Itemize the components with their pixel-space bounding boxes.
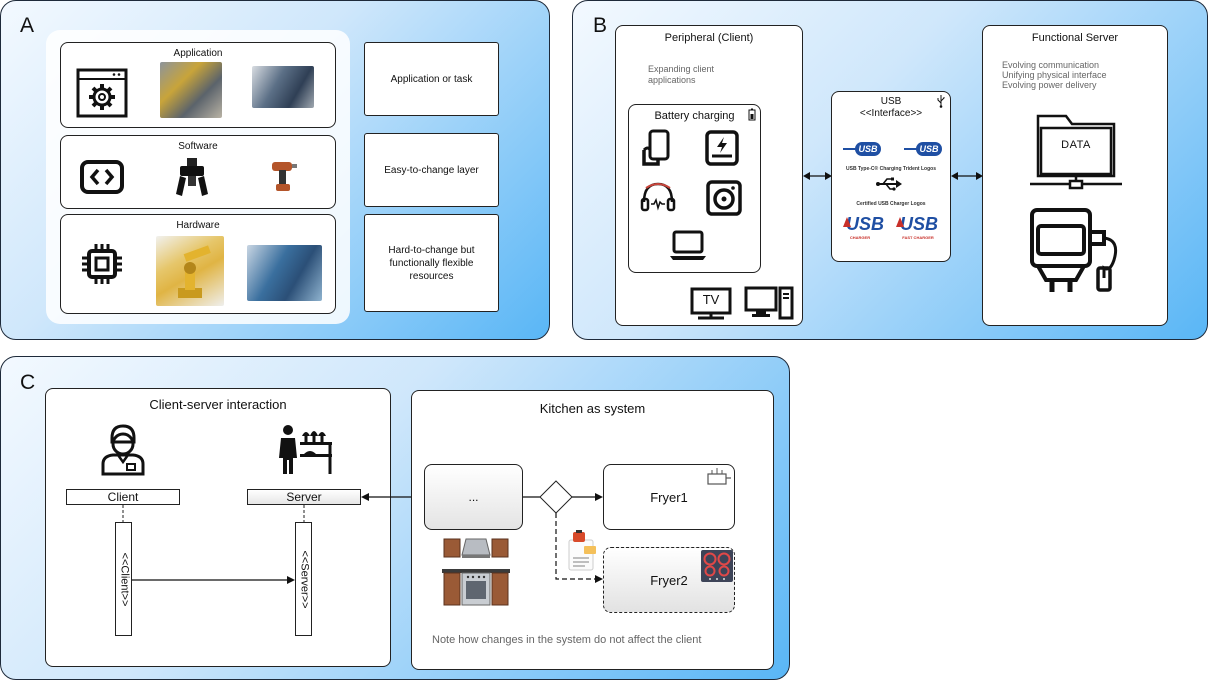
server-waiter-icon <box>279 425 332 474</box>
industrial-robot-photo <box>160 62 222 118</box>
usb-logo-right-text: USB <box>916 142 942 156</box>
usb-logo-right: USB <box>904 142 942 156</box>
speaker-icon <box>706 180 742 216</box>
kitchen-cabinet-icon <box>442 538 510 606</box>
battery-charging-title: Battery charging <box>654 110 735 122</box>
client-lifeline <box>115 522 132 636</box>
desktop-computer-icon <box>744 286 794 320</box>
robot-gripper-icon <box>176 158 208 196</box>
certified-fast-charger-logo: USB FAST CHARGER <box>896 213 940 243</box>
server-note-3: Evolving power delivery <box>1002 80 1097 90</box>
kitchen-process-box: ... <box>424 464 523 530</box>
recipe-card-icon <box>568 530 596 571</box>
fryer1-box: Fryer1 <box>603 464 735 530</box>
client-server-interaction-title: Client-server interaction <box>149 397 287 412</box>
battery-icon <box>748 108 756 121</box>
robot-arm-shape <box>178 245 211 298</box>
charger-caption: Certified USB Charger Logos <box>856 201 926 207</box>
usb-symbol-icon <box>937 95 945 108</box>
peripheral-client-title: Peripheral (Client) <box>664 32 754 44</box>
client-server-interaction-box <box>45 388 391 667</box>
hardware-desc-box: Hard-to-change but functionally flexible… <box>364 214 499 312</box>
application-desc-box: Application or task <box>364 42 499 116</box>
client-label-box: Client <box>66 489 180 505</box>
power-drill-icon <box>272 162 297 191</box>
usb-trident-icon <box>876 177 902 191</box>
decision-diamond <box>539 480 573 514</box>
chip-icon <box>82 244 122 284</box>
workers-photo <box>252 66 314 108</box>
charger-logo-tag: CHARGER <box>849 235 871 240</box>
charger-adapter-icon <box>1030 208 1118 292</box>
code-icon <box>80 160 124 194</box>
panel-b-letter: B <box>593 14 608 37</box>
usb-interface-title: USB <box>880 96 902 107</box>
application-layer-title: Application <box>173 48 223 59</box>
certified-charger-logo: USB CHARGER <box>843 213 885 243</box>
power-bank-icon <box>705 130 739 166</box>
headphones-icon <box>640 182 676 212</box>
software-layer-title: Software <box>178 141 218 152</box>
kitchen-system-box <box>411 390 774 670</box>
peripheral-client-note: Expanding client applications <box>648 64 715 85</box>
gear-window-icon <box>76 68 128 118</box>
phone-hand-icon <box>642 129 670 166</box>
panel-a-letter: A <box>20 14 35 37</box>
usb-server-arrow <box>951 172 983 180</box>
tv-icon <box>690 287 732 320</box>
fryer1-appliance-icon <box>707 468 731 485</box>
technicians-photo <box>247 245 322 301</box>
hardware-layer-title: Hardware <box>176 220 220 231</box>
panel-c-letter: C <box>20 371 36 394</box>
laptop-icon <box>670 230 706 260</box>
fast-charger-logo-text: USB <box>899 214 938 234</box>
trident-caption: USB Type-C® Charging Trident Logos <box>846 166 936 172</box>
tv-label: TV <box>702 292 720 307</box>
usb-logo-left: USB <box>843 142 881 156</box>
client-person-icon <box>101 424 145 476</box>
server-label-box: Server <box>247 489 361 505</box>
functional-server-title: Functional Server <box>1031 32 1119 44</box>
software-desc-box: Easy-to-change layer <box>364 133 499 207</box>
fast-charger-logo-tag: FAST CHARGER <box>902 235 934 240</box>
data-folder-icon <box>1030 114 1122 190</box>
server-lifeline <box>295 522 312 636</box>
induction-hob-icon <box>701 550 733 582</box>
kitchen-note: Note how changes in the system do not af… <box>432 634 702 646</box>
server-note-1: Evolving communication <box>1002 60 1100 70</box>
usb-logo-left-text: USB <box>855 142 881 156</box>
client-usb-arrow <box>803 172 832 180</box>
data-label: DATA <box>1061 139 1091 151</box>
charger-logo-text: USB <box>845 214 884 234</box>
server-note-2: Unifying physical interface <box>1002 70 1107 80</box>
usb-interface-box <box>831 91 951 262</box>
kitchen-system-title: Kitchen as system <box>539 401 646 416</box>
usb-interface-subtitle: <<Interface>> <box>859 108 923 119</box>
